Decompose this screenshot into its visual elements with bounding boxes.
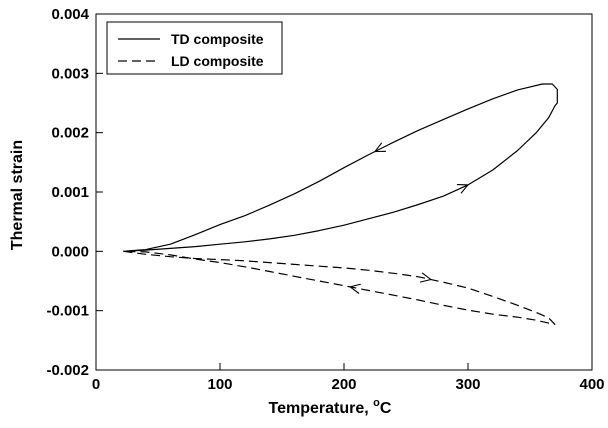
legend-label-ld: LD composite [171, 53, 264, 69]
data-series [123, 83, 558, 325]
y-tick-label: -0.002 [46, 362, 89, 379]
y-tick-label: -0.001 [46, 303, 89, 320]
y-tick-label: 0.003 [51, 65, 89, 82]
series-line-ld-composite [123, 250, 556, 325]
y-tick-label: 0.002 [51, 125, 89, 142]
y-tick-label: 0.004 [51, 6, 89, 23]
y-tick-label: 0.000 [51, 243, 89, 260]
legend-label-td: TD composite [171, 31, 264, 47]
direction-arrow-3 [419, 272, 433, 283]
x-tick-label: 0 [92, 376, 100, 393]
axis-ticks: 0 100 200 300 400 -0.002 -0.001 0.000 0.001 0.002… [46, 6, 604, 393]
x-axis-title: Temperature, oC [269, 397, 392, 417]
x-tick-label: 400 [579, 376, 604, 393]
direction-arrows [348, 142, 470, 294]
legend: TD composite LD composite [106, 21, 283, 75]
series-line-td-composite [123, 83, 558, 252]
x-tick-label: 300 [455, 376, 480, 393]
x-tick-label: 200 [331, 376, 356, 393]
direction-arrow-4 [348, 283, 361, 294]
x-tick-label: 100 [207, 376, 232, 393]
y-axis-title: Thermal strain [9, 140, 26, 250]
direction-arrow-1 [456, 184, 470, 194]
direction-arrow-2 [373, 142, 387, 153]
legend-box [106, 21, 283, 75]
y-tick-label: 0.001 [51, 184, 89, 201]
